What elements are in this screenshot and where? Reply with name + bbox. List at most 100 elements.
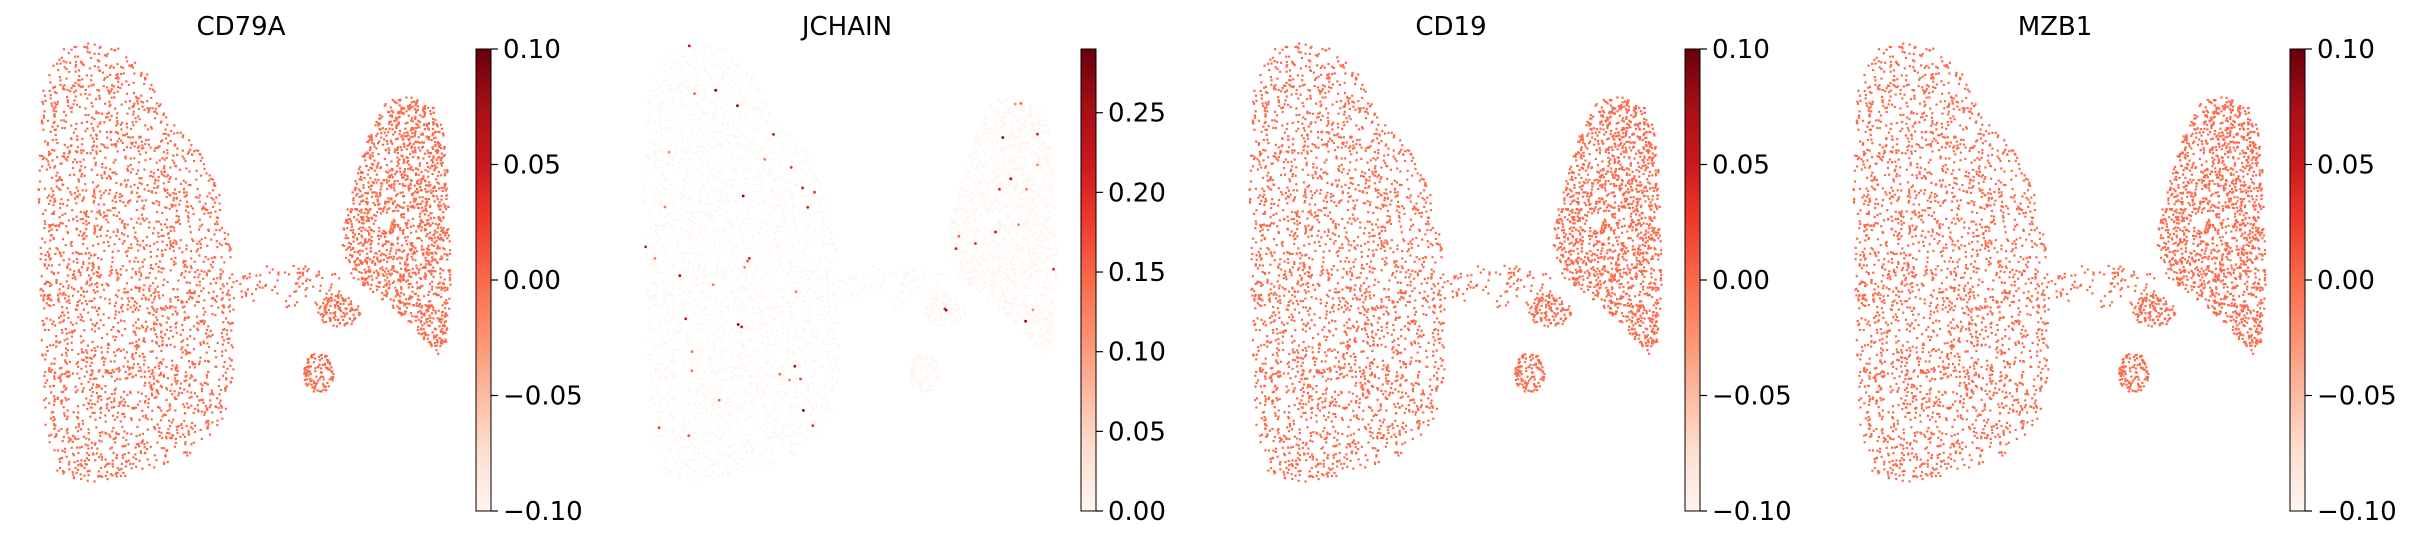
umap-point xyxy=(400,314,403,317)
umap-point xyxy=(146,458,149,461)
umap-point xyxy=(652,349,655,352)
umap-point xyxy=(361,171,364,174)
umap-point xyxy=(323,305,326,308)
umap-point xyxy=(183,305,186,308)
umap-point xyxy=(55,279,58,283)
umap-point xyxy=(395,289,399,292)
umap-point xyxy=(210,304,213,307)
umap-point xyxy=(85,45,88,48)
umap-point xyxy=(134,453,137,456)
umap-point xyxy=(343,299,346,302)
umap-point xyxy=(813,423,816,426)
umap-point xyxy=(375,166,379,169)
umap-point xyxy=(446,286,449,290)
umap-point xyxy=(696,361,699,364)
umap-point xyxy=(182,260,185,263)
umap-point xyxy=(313,357,316,360)
umap-point xyxy=(97,470,100,473)
umap-point xyxy=(411,285,414,289)
umap-point xyxy=(658,64,661,67)
umap-point xyxy=(154,333,157,336)
umap-point xyxy=(338,306,341,309)
umap-point xyxy=(218,393,221,396)
umap-point xyxy=(220,273,223,276)
umap-point xyxy=(824,202,827,205)
umap-point xyxy=(109,236,112,239)
umap-point xyxy=(428,261,431,264)
umap-point xyxy=(43,374,46,377)
umap-point xyxy=(115,181,118,184)
umap-point xyxy=(377,259,380,262)
umap-point xyxy=(317,366,320,369)
umap-point xyxy=(161,211,164,215)
umap-point xyxy=(74,251,78,254)
umap-point xyxy=(392,226,395,229)
umap-point xyxy=(777,305,780,308)
umap-point xyxy=(264,284,267,288)
umap-point xyxy=(407,187,410,190)
umap-point xyxy=(141,440,144,443)
umap-point xyxy=(76,189,79,192)
umap-point xyxy=(366,252,369,255)
umap-point xyxy=(133,145,136,148)
umap-point xyxy=(174,310,177,313)
umap-point xyxy=(390,268,393,271)
umap-point xyxy=(366,229,369,233)
umap-point xyxy=(133,157,136,160)
umap-point xyxy=(667,311,670,314)
umap-point xyxy=(124,100,127,103)
umap-point xyxy=(153,329,156,332)
umap-point xyxy=(431,280,434,283)
umap-point xyxy=(135,457,138,461)
umap-point xyxy=(439,123,443,126)
umap-point xyxy=(203,167,206,170)
umap-point xyxy=(428,231,432,234)
umap-point xyxy=(432,161,435,164)
umap-point xyxy=(78,170,81,173)
umap-point xyxy=(228,304,232,307)
umap-point xyxy=(151,394,154,397)
umap-point xyxy=(405,302,408,306)
umap-point xyxy=(134,374,137,377)
umap-point xyxy=(216,277,219,280)
umap-point xyxy=(98,97,101,100)
umap-point xyxy=(433,232,436,235)
umap-point xyxy=(382,179,386,182)
umap-point xyxy=(691,210,694,213)
umap-point xyxy=(63,339,66,342)
umap-point xyxy=(163,170,166,173)
umap-point xyxy=(77,180,81,183)
umap-point xyxy=(410,128,413,131)
umap-point xyxy=(713,89,716,92)
umap-point xyxy=(127,169,130,172)
umap-point xyxy=(65,399,68,402)
umap-point xyxy=(409,152,412,156)
umap-point xyxy=(80,252,83,255)
umap-point xyxy=(732,201,736,204)
umap-point xyxy=(211,421,214,424)
umap-point xyxy=(106,398,109,401)
umap-point xyxy=(78,79,81,82)
umap-point xyxy=(649,263,652,266)
umap-point xyxy=(90,283,94,286)
umap-point xyxy=(174,204,177,207)
umap-point xyxy=(705,466,708,470)
umap-point xyxy=(47,202,51,205)
umap-point xyxy=(186,454,189,457)
umap-point xyxy=(81,189,84,192)
umap-point xyxy=(729,291,732,294)
umap-point xyxy=(71,348,74,351)
umap-point xyxy=(160,308,163,311)
umap-point xyxy=(204,310,207,313)
umap-point xyxy=(368,149,372,152)
umap-point xyxy=(379,128,382,131)
umap-point xyxy=(82,295,86,298)
umap-point xyxy=(180,348,183,351)
umap-point xyxy=(51,125,54,128)
umap-point xyxy=(778,192,781,195)
umap-point xyxy=(390,173,393,177)
umap-point xyxy=(53,357,56,360)
umap-point xyxy=(89,415,92,418)
umap-point xyxy=(396,291,399,294)
umap-point xyxy=(163,278,166,281)
